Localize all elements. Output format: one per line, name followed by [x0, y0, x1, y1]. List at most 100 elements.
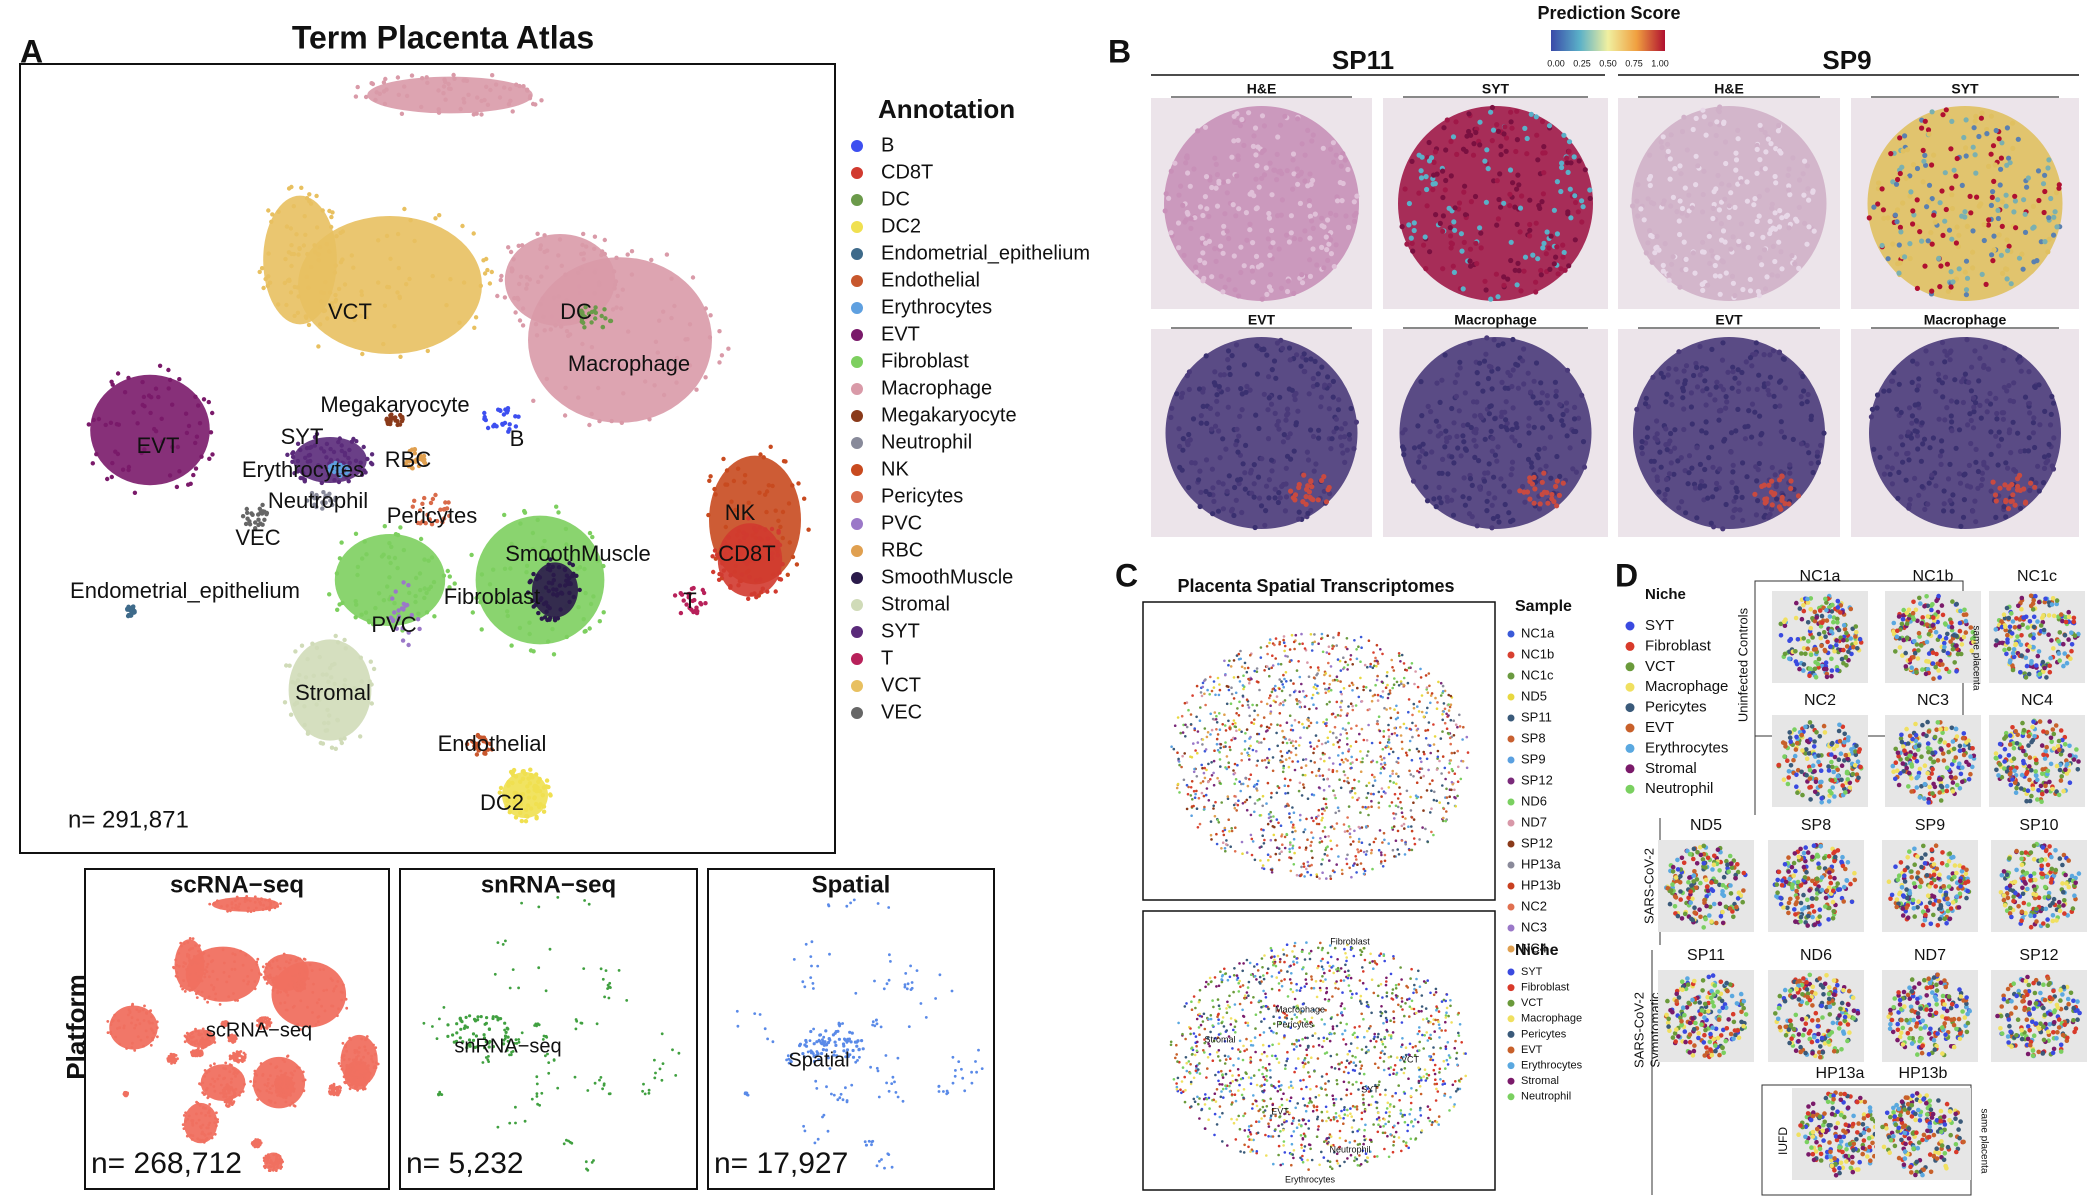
- dot: [182, 1127, 186, 1130]
- dot: [970, 1081, 974, 1085]
- dot: [887, 1153, 891, 1156]
- dot: [1276, 246, 1282, 252]
- dot: [302, 977, 306, 981]
- dot: [1699, 281, 1705, 287]
- dot: [746, 596, 751, 601]
- dot: [1530, 252, 1536, 258]
- dot: [299, 643, 305, 648]
- dot: [1566, 139, 1573, 145]
- dot: [474, 595, 479, 601]
- dot: [1282, 113, 1288, 119]
- dot: [425, 348, 430, 354]
- dot: [1904, 147, 1911, 153]
- dot: [757, 536, 762, 541]
- dot: [472, 325, 477, 330]
- dot: [1471, 141, 1477, 147]
- dot: [276, 209, 281, 214]
- dot: [1266, 210, 1272, 217]
- dot: [322, 720, 327, 726]
- dot: [582, 566, 587, 572]
- dot: [1494, 458, 1500, 464]
- dot: [1447, 225, 1453, 231]
- dot: [355, 564, 361, 570]
- dot: [337, 436, 342, 441]
- dot: [1914, 224, 1920, 230]
- dot: [266, 975, 269, 978]
- dot: [186, 423, 192, 429]
- dot: [1237, 476, 1243, 482]
- dot: [1757, 255, 1763, 261]
- dot: [1931, 152, 1937, 158]
- dot: [1988, 151, 1994, 157]
- dot: [576, 270, 581, 275]
- dot: [903, 985, 907, 989]
- dot: [160, 439, 165, 444]
- dot: [1533, 220, 1539, 226]
- dot: [580, 314, 586, 319]
- dot: [1251, 481, 1257, 487]
- dot: [1467, 258, 1473, 264]
- dot: [193, 955, 196, 958]
- dot: [1344, 447, 1350, 453]
- dot: [1451, 460, 1457, 466]
- dot: [909, 988, 913, 991]
- dot: [869, 1065, 872, 1069]
- dot: [292, 284, 297, 290]
- dot: [1308, 479, 1314, 485]
- dot: [418, 587, 423, 593]
- dot: [326, 679, 331, 684]
- dot: [1244, 383, 1250, 389]
- dot: [203, 975, 207, 979]
- dot: [277, 1153, 280, 1157]
- dot: [1806, 224, 1812, 230]
- dot: [359, 612, 364, 617]
- dot: [205, 1126, 209, 1130]
- dot: [618, 306, 624, 311]
- dot: [1461, 475, 1467, 481]
- dot: [1442, 444, 1448, 450]
- dot: [1749, 231, 1755, 237]
- dot: [170, 444, 175, 450]
- dot: [1929, 109, 1935, 115]
- dot: [1707, 121, 1713, 127]
- dot: [826, 1129, 830, 1133]
- dot: [422, 557, 427, 562]
- dot: [1417, 444, 1423, 450]
- dot: [601, 563, 606, 569]
- dot: [530, 546, 535, 552]
- dot: [359, 679, 364, 684]
- dot: [1314, 262, 1320, 268]
- dot: [144, 1029, 148, 1033]
- dot: [501, 943, 505, 946]
- dot: [262, 903, 265, 907]
- dot: [332, 270, 338, 275]
- dot: [1919, 125, 1925, 131]
- dot: [1291, 290, 1297, 296]
- dot: [542, 538, 547, 544]
- dot: [474, 752, 480, 757]
- dot: [1738, 221, 1744, 227]
- dot: [321, 290, 326, 296]
- dot: [238, 902, 242, 906]
- dot: [1992, 162, 1998, 168]
- dot: [1433, 418, 1439, 424]
- dot: [549, 581, 555, 586]
- dot: [1919, 238, 1925, 244]
- dot: [870, 1140, 874, 1144]
- dot: [1559, 164, 1565, 171]
- dot: [187, 1114, 191, 1118]
- dot: [1274, 177, 1280, 183]
- dot: [760, 586, 765, 591]
- dot: [1541, 240, 1547, 246]
- dot: [974, 1060, 977, 1063]
- dot: [1949, 236, 1955, 242]
- colorbar-tick: 0.25: [1573, 58, 1591, 68]
- dot: [194, 944, 197, 948]
- dot: [2012, 193, 2018, 199]
- dot: [1490, 127, 1497, 133]
- dot: [1243, 210, 1249, 216]
- dot: [1202, 194, 1208, 200]
- dot: [273, 906, 277, 910]
- dot: [660, 1078, 664, 1082]
- dot: [580, 341, 585, 347]
